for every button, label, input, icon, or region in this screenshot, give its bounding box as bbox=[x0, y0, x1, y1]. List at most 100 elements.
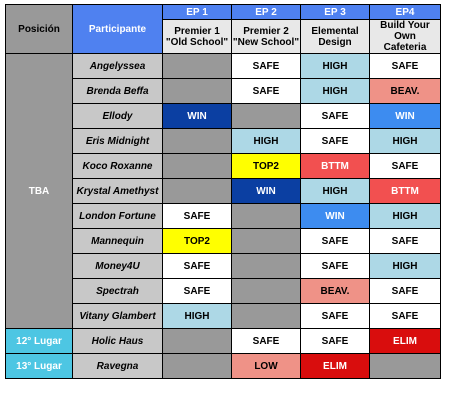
result-cell: SAFE bbox=[300, 328, 370, 354]
episode-title-line: "New School" bbox=[232, 36, 300, 48]
result-cell: HIGH bbox=[369, 253, 441, 279]
episode-title-line: Design bbox=[318, 36, 352, 48]
result-cell: BTTM bbox=[369, 178, 441, 204]
result-cell: HIGH bbox=[300, 178, 370, 204]
episode-title-line: Cafeteria bbox=[383, 42, 427, 53]
participant-name: Mannequin bbox=[72, 228, 163, 254]
table-row: TBA Angelyssea SAFE HIGH SAFE bbox=[5, 53, 441, 329]
result-cell: WIN bbox=[300, 203, 370, 229]
result-cell: BEAV. bbox=[369, 78, 441, 104]
result-cell bbox=[231, 103, 301, 129]
results-body: TBA Angelyssea SAFE HIGH SAFE Brenda Beffa SAF… bbox=[5, 53, 441, 379]
episode-number-header: EP4 bbox=[369, 4, 441, 20]
table-row: Brenda Beffa SAFE HIGH BEAV. bbox=[6, 78, 441, 104]
table-row: Krystal Amethyst WIN HIGH BTTM bbox=[6, 178, 441, 204]
result-cell bbox=[162, 128, 232, 154]
table-row: 12° Lugar Holic Haus SAFE SAFE ELIM bbox=[5, 328, 441, 354]
result-cell: TOP2 bbox=[231, 153, 301, 179]
result-cell: SAFE bbox=[162, 203, 232, 229]
result-cell bbox=[162, 328, 232, 354]
participant-name: Krystal Amethyst bbox=[72, 178, 163, 204]
result-cell: SAFE bbox=[162, 278, 232, 304]
result-cell: WIN bbox=[231, 178, 301, 204]
result-cell bbox=[162, 178, 232, 204]
result-cell: SAFE bbox=[369, 153, 441, 179]
episode-title-line: "Old School" bbox=[165, 36, 229, 48]
result-cell bbox=[162, 153, 232, 179]
table-row: London Fortune SAFE WIN HIGH bbox=[6, 203, 441, 229]
result-cell: SAFE bbox=[300, 128, 370, 154]
participant-name: Vitany Glambert bbox=[72, 303, 163, 329]
result-cell: HIGH bbox=[369, 203, 441, 229]
result-cell: ELIM bbox=[300, 353, 370, 379]
result-cell: SAFE bbox=[162, 253, 232, 279]
table-row: Ellody WIN SAFE WIN bbox=[6, 103, 441, 129]
position-cell: TBA bbox=[5, 53, 73, 329]
result-cell bbox=[231, 278, 301, 304]
result-cell bbox=[369, 353, 441, 379]
result-cell: HIGH bbox=[369, 128, 441, 154]
result-cell: SAFE bbox=[300, 253, 370, 279]
result-cell: SAFE bbox=[231, 328, 301, 354]
result-cell: LOW bbox=[231, 353, 301, 379]
result-cell: WIN bbox=[162, 103, 232, 129]
result-cell: SAFE bbox=[231, 78, 301, 104]
result-cell: HIGH bbox=[300, 78, 370, 104]
table-row: Money4U SAFE SAFE HIGH bbox=[6, 253, 441, 279]
episode-number-header: EP 2 bbox=[231, 4, 301, 20]
result-cell bbox=[162, 53, 232, 79]
result-cell: TOP2 bbox=[162, 228, 232, 254]
result-cell: BEAV. bbox=[300, 278, 370, 304]
participant-name: Brenda Beffa bbox=[72, 78, 163, 104]
episode-title-header: Build Your Own Cafeteria bbox=[369, 19, 441, 54]
result-cell bbox=[231, 303, 301, 329]
participant-name: Eris Midnight bbox=[72, 128, 163, 154]
participant-name: Ravegna bbox=[72, 353, 163, 379]
result-cell: SAFE bbox=[300, 103, 370, 129]
episode-title-line: Build Your Own bbox=[380, 20, 430, 43]
episode-number-header: EP 1 bbox=[162, 4, 232, 20]
episode-title-line: Elemental bbox=[311, 25, 359, 37]
participant-name: Holic Haus bbox=[72, 328, 163, 354]
result-cell bbox=[162, 78, 232, 104]
episode-title-line: Premier 1 bbox=[174, 25, 220, 37]
episode-title-header: Elemental Design bbox=[300, 19, 370, 54]
position-cell: 12° Lugar bbox=[5, 328, 73, 354]
participant-name: Angelyssea bbox=[72, 53, 163, 79]
result-cell: SAFE bbox=[300, 303, 370, 329]
episode-title-header: Premier 2 "New School" bbox=[231, 19, 301, 54]
result-cell: ELIM bbox=[369, 328, 441, 354]
result-cell: SAFE bbox=[300, 228, 370, 254]
result-cell: SAFE bbox=[369, 278, 441, 304]
table-row: Vitany Glambert HIGH SAFE SAFE bbox=[6, 303, 441, 329]
position-header: Posición bbox=[5, 4, 73, 54]
result-cell: BTTM bbox=[300, 153, 370, 179]
result-cell: SAFE bbox=[369, 303, 441, 329]
participant-name: Ellody bbox=[72, 103, 163, 129]
table-row: Mannequin TOP2 SAFE SAFE bbox=[6, 228, 441, 254]
results-table: Posición Participante EP 1 EP 2 EP 3 EP4… bbox=[5, 4, 441, 379]
result-cell: SAFE bbox=[369, 228, 441, 254]
position-cell: 13° Lugar bbox=[5, 353, 73, 379]
result-cell bbox=[231, 253, 301, 279]
participant-name: Koco Roxanne bbox=[72, 153, 163, 179]
result-cell: HIGH bbox=[162, 303, 232, 329]
participant-name: Money4U bbox=[72, 253, 163, 279]
episode-title-header: Premier 1 "Old School" bbox=[162, 19, 232, 54]
episode-title-line: Premier 2 bbox=[243, 25, 289, 37]
result-cell bbox=[231, 228, 301, 254]
result-cell: SAFE bbox=[231, 53, 301, 79]
table-row: Koco Roxanne TOP2 BTTM SAFE bbox=[6, 153, 441, 179]
participant-header: Participante bbox=[72, 4, 163, 54]
result-cell: HIGH bbox=[300, 53, 370, 79]
result-cell bbox=[231, 203, 301, 229]
result-cell: SAFE bbox=[369, 53, 441, 79]
participant-name: London Fortune bbox=[72, 203, 163, 229]
table-row: Spectrah SAFE BEAV. SAFE bbox=[6, 278, 441, 304]
result-cell: HIGH bbox=[231, 128, 301, 154]
participant-name: Spectrah bbox=[72, 278, 163, 304]
result-cell bbox=[162, 353, 232, 379]
table-row: 13° Lugar Ravegna LOW ELIM bbox=[5, 353, 441, 379]
episode-number-header: EP 3 bbox=[300, 4, 370, 20]
result-cell: WIN bbox=[369, 103, 441, 129]
